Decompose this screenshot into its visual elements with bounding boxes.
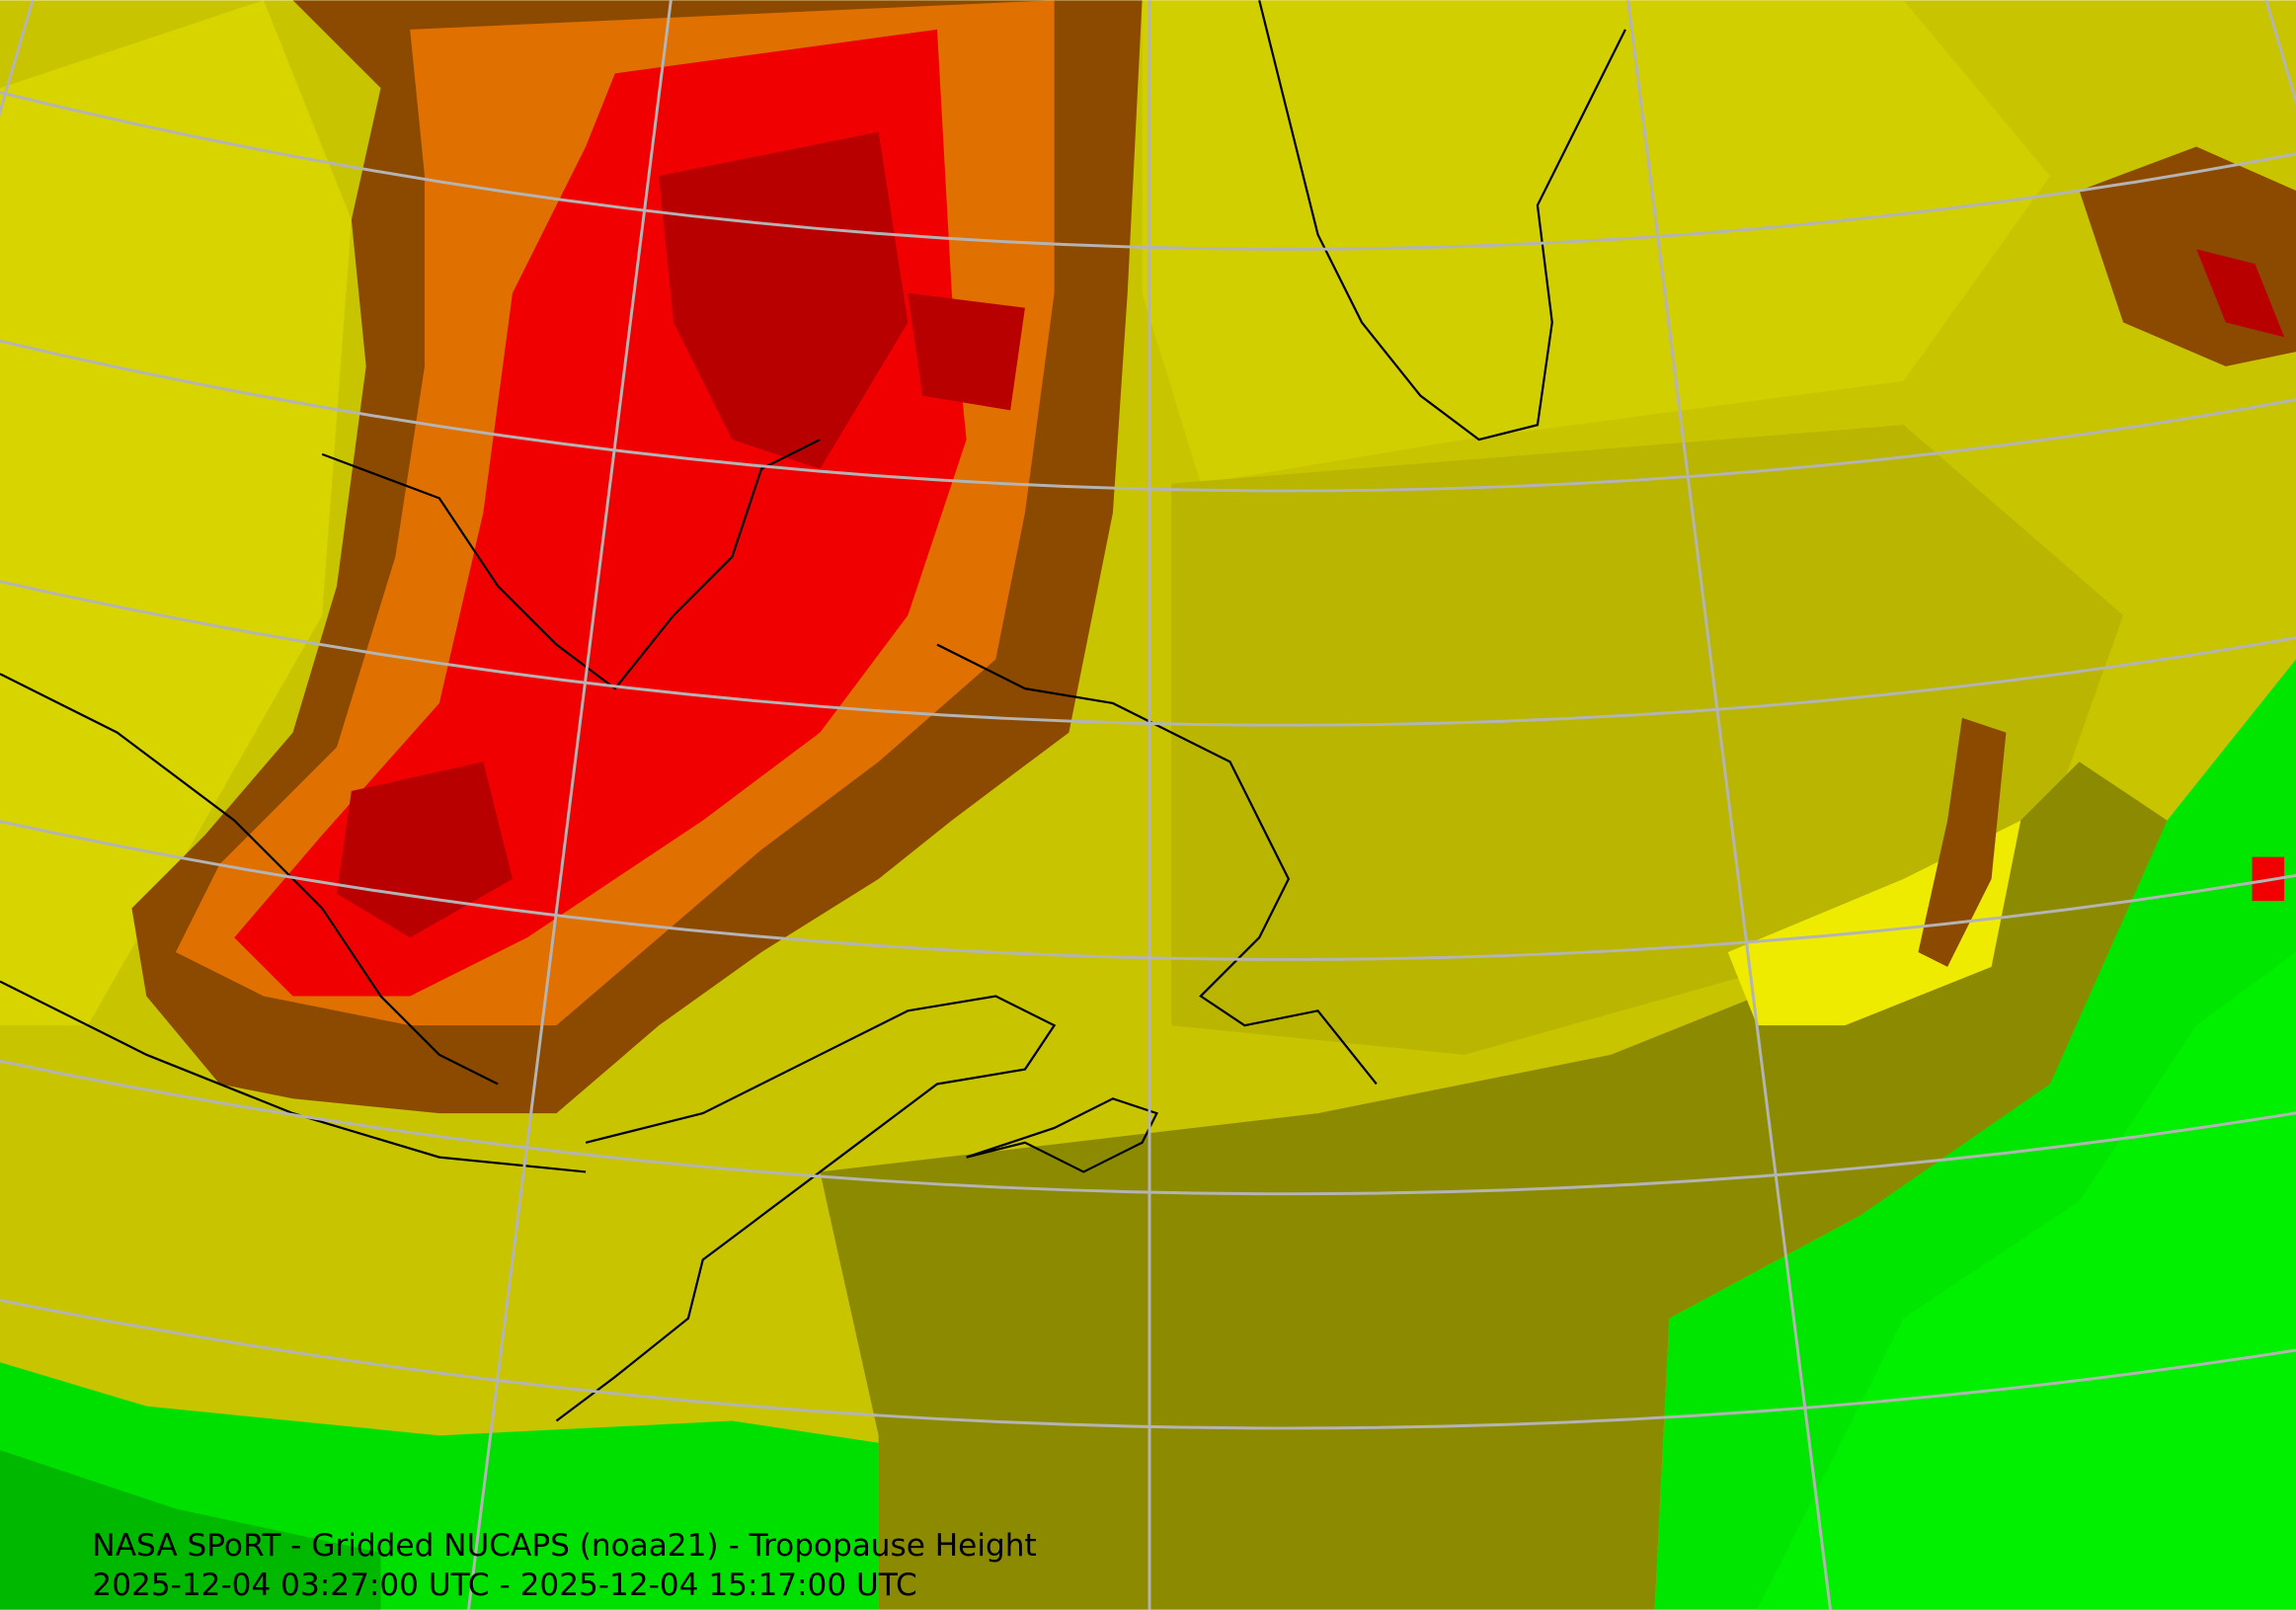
coastlines bbox=[0, 0, 1626, 1422]
field-brown-e bbox=[1918, 717, 2007, 967]
field-dark-red-ne bbox=[2196, 249, 2285, 338]
coastline bbox=[555, 995, 1057, 1422]
caption-title: NASA SPoRT - Gridded NUCAPS (noaa21) - T… bbox=[92, 1528, 1036, 1564]
field-yellow-west bbox=[0, 0, 352, 1026]
coastline bbox=[1258, 0, 1626, 442]
border bbox=[0, 980, 587, 1173]
field-green-dark bbox=[0, 1450, 381, 1610]
coastline bbox=[936, 643, 1378, 1086]
graticule-line bbox=[1626, 0, 1832, 1610]
border bbox=[0, 673, 499, 1086]
caption-time: 2025-12-04 03:27:00 UTC - 2025-12-04 15:… bbox=[92, 1568, 916, 1603]
field-yellow bbox=[1142, 0, 2050, 484]
coastline bbox=[321, 439, 821, 690]
field-green-se-inner bbox=[1757, 952, 2296, 1610]
field-dark-red bbox=[337, 131, 1025, 938]
graticule-line bbox=[467, 0, 673, 1610]
